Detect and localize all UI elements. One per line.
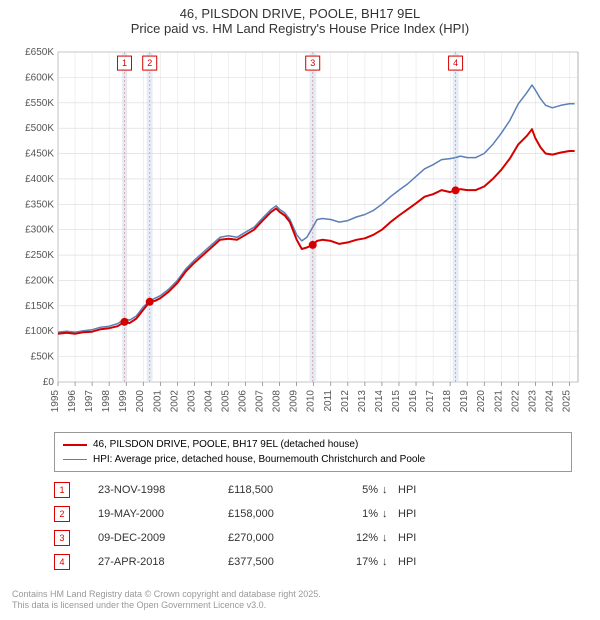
sale-row: 1 23-NOV-1998£118,5005%↓HPI bbox=[54, 478, 416, 502]
footer-line: This data is licensed under the Open Gov… bbox=[12, 600, 321, 612]
svg-text:£600K: £600K bbox=[25, 72, 54, 83]
sale-price: £158,000 bbox=[228, 508, 338, 520]
legend-swatch bbox=[63, 459, 87, 460]
svg-text:£100K: £100K bbox=[25, 326, 54, 337]
svg-text:£500K: £500K bbox=[25, 123, 54, 134]
title-main: 46, PILSDON DRIVE, POOLE, BH17 9EL bbox=[0, 6, 600, 21]
svg-text:2010: 2010 bbox=[306, 390, 317, 413]
title-sub: Price paid vs. HM Land Registry's House … bbox=[0, 21, 600, 36]
sale-marker: 1 bbox=[54, 482, 70, 498]
svg-text:£300K: £300K bbox=[25, 225, 54, 236]
svg-text:2013: 2013 bbox=[357, 390, 368, 413]
svg-text:2018: 2018 bbox=[442, 390, 453, 413]
down-arrow-icon: ↓ bbox=[382, 532, 398, 544]
sale-marker: 2 bbox=[54, 506, 70, 522]
sale-date: 23-NOV-1998 bbox=[98, 484, 228, 496]
svg-text:2001: 2001 bbox=[152, 390, 163, 413]
sale-pct: 5% bbox=[338, 484, 382, 496]
svg-text:£400K: £400K bbox=[25, 174, 54, 185]
sale-date: 27-APR-2018 bbox=[98, 556, 228, 568]
down-arrow-icon: ↓ bbox=[382, 484, 398, 496]
sale-marker: 4 bbox=[54, 554, 70, 570]
svg-text:2004: 2004 bbox=[203, 390, 214, 413]
svg-text:2022: 2022 bbox=[510, 390, 521, 413]
svg-text:2: 2 bbox=[147, 58, 152, 68]
sale-price: £270,000 bbox=[228, 532, 338, 544]
svg-text:£250K: £250K bbox=[25, 250, 54, 261]
svg-text:2019: 2019 bbox=[459, 390, 470, 413]
footer: Contains HM Land Registry data © Crown c… bbox=[12, 589, 321, 612]
svg-text:2017: 2017 bbox=[425, 390, 436, 413]
svg-text:£650K: £650K bbox=[25, 47, 54, 58]
svg-text:2015: 2015 bbox=[391, 390, 402, 413]
sales-table: 123-NOV-1998£118,5005%↓HPI219-MAY-2000£1… bbox=[54, 478, 416, 574]
svg-text:2014: 2014 bbox=[374, 390, 385, 413]
sale-date: 09-DEC-2009 bbox=[98, 532, 228, 544]
sale-pct: 17% bbox=[338, 556, 382, 568]
svg-text:3: 3 bbox=[310, 58, 315, 68]
svg-text:2008: 2008 bbox=[272, 390, 283, 413]
footer-line: Contains HM Land Registry data © Crown c… bbox=[12, 589, 321, 601]
chart: £0 £50K £100K £150K £200K £250K £300K £350K £400… bbox=[10, 46, 590, 426]
svg-text:1995: 1995 bbox=[50, 390, 61, 413]
title-block: 46, PILSDON DRIVE, POOLE, BH17 9EL Price… bbox=[0, 0, 600, 36]
svg-text:4: 4 bbox=[453, 58, 458, 68]
svg-text:2025: 2025 bbox=[561, 390, 572, 413]
legend-label: HPI: Average price, detached house, Bour… bbox=[93, 452, 425, 467]
sale-pct: 1% bbox=[338, 508, 382, 520]
svg-text:£550K: £550K bbox=[25, 98, 54, 109]
page-root: 46, PILSDON DRIVE, POOLE, BH17 9EL Price… bbox=[0, 0, 600, 620]
svg-text:2009: 2009 bbox=[289, 390, 300, 413]
legend: 46, PILSDON DRIVE, POOLE, BH17 9EL (deta… bbox=[54, 432, 572, 472]
svg-text:2021: 2021 bbox=[493, 390, 504, 413]
sale-date: 19-MAY-2000 bbox=[98, 508, 228, 520]
svg-text:2000: 2000 bbox=[135, 390, 146, 413]
svg-text:£50K: £50K bbox=[31, 352, 55, 363]
sale-pct: 12% bbox=[338, 532, 382, 544]
svg-text:2023: 2023 bbox=[527, 390, 538, 413]
svg-text:1998: 1998 bbox=[101, 390, 112, 413]
svg-text:1997: 1997 bbox=[84, 390, 95, 413]
svg-text:1999: 1999 bbox=[118, 390, 129, 413]
down-arrow-icon: ↓ bbox=[382, 508, 398, 520]
sale-price: £118,500 bbox=[228, 484, 338, 496]
sale-row: 3 09-DEC-2009£270,00012%↓HPI bbox=[54, 526, 416, 550]
svg-text:1996: 1996 bbox=[67, 390, 78, 413]
svg-text:2024: 2024 bbox=[544, 390, 555, 413]
legend-label: 46, PILSDON DRIVE, POOLE, BH17 9EL (deta… bbox=[93, 437, 358, 452]
legend-item: HPI: Average price, detached house, Bour… bbox=[63, 452, 563, 467]
svg-text:2003: 2003 bbox=[186, 390, 197, 413]
legend-swatch bbox=[63, 444, 87, 446]
sale-price: £377,500 bbox=[228, 556, 338, 568]
svg-text:2020: 2020 bbox=[476, 390, 487, 413]
svg-text:2006: 2006 bbox=[238, 390, 249, 413]
legend-item: 46, PILSDON DRIVE, POOLE, BH17 9EL (deta… bbox=[63, 437, 563, 452]
svg-text:£0: £0 bbox=[43, 377, 55, 388]
svg-text:1: 1 bbox=[122, 58, 127, 68]
svg-text:£350K: £350K bbox=[25, 199, 54, 210]
sale-row: 2 19-MAY-2000£158,0001%↓HPI bbox=[54, 502, 416, 526]
svg-text:2002: 2002 bbox=[169, 390, 180, 413]
svg-text:£150K: £150K bbox=[25, 301, 54, 312]
sale-row: 4 27-APR-2018£377,50017%↓HPI bbox=[54, 550, 416, 574]
sale-vs-label: HPI bbox=[398, 556, 416, 568]
chart-svg: £0 £50K £100K £150K £200K £250K £300K £350K £400… bbox=[10, 46, 590, 426]
svg-text:2007: 2007 bbox=[255, 390, 266, 413]
svg-text:2012: 2012 bbox=[340, 390, 351, 413]
svg-text:2005: 2005 bbox=[220, 390, 231, 413]
sale-marker: 3 bbox=[54, 530, 70, 546]
sale-vs-label: HPI bbox=[398, 484, 416, 496]
down-arrow-icon: ↓ bbox=[382, 556, 398, 568]
svg-text:2016: 2016 bbox=[408, 390, 419, 413]
svg-text:2011: 2011 bbox=[323, 390, 334, 412]
sale-vs-label: HPI bbox=[398, 508, 416, 520]
sale-vs-label: HPI bbox=[398, 532, 416, 544]
svg-text:£200K: £200K bbox=[25, 275, 54, 286]
svg-text:£450K: £450K bbox=[25, 149, 54, 160]
